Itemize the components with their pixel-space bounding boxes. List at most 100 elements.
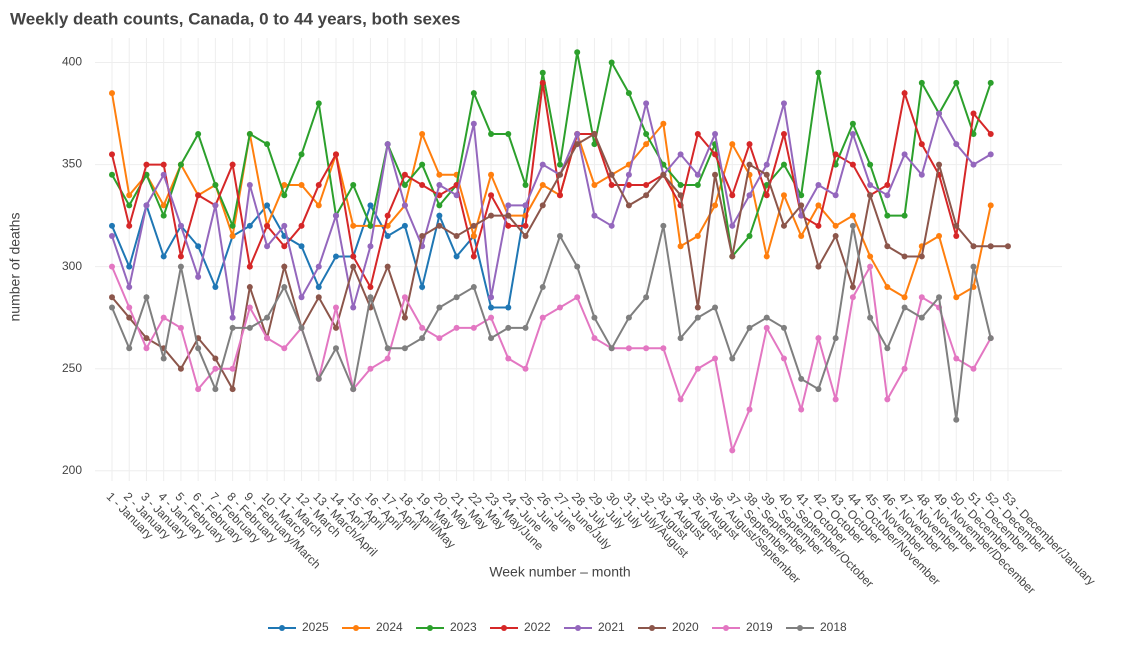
point (488, 294, 495, 301)
point (660, 171, 667, 178)
point (246, 222, 253, 229)
point (987, 202, 994, 209)
point (470, 324, 477, 331)
point (453, 253, 460, 260)
legend-label: 2019 (746, 620, 773, 634)
point (470, 253, 477, 260)
legend-swatch-dot (649, 625, 655, 631)
point (264, 335, 271, 342)
point (453, 192, 460, 199)
point (556, 233, 563, 240)
point (522, 181, 529, 188)
point (401, 345, 408, 352)
point (419, 161, 426, 168)
point (625, 345, 632, 352)
point (556, 192, 563, 199)
point (505, 222, 512, 229)
point (367, 365, 374, 372)
legend-label: 2018 (820, 620, 847, 634)
point (694, 181, 701, 188)
point (660, 222, 667, 229)
point (729, 141, 736, 148)
point (246, 181, 253, 188)
point (832, 222, 839, 229)
legend: 2025 2024 2023 2022 2021 2020 2019 2018 (268, 620, 847, 634)
point (160, 171, 167, 178)
point (712, 130, 719, 137)
point (298, 294, 305, 301)
point (574, 294, 581, 301)
point (884, 396, 891, 403)
point (264, 141, 271, 148)
point (970, 263, 977, 270)
point (436, 212, 443, 219)
point (798, 233, 805, 240)
point (522, 202, 529, 209)
point (832, 192, 839, 199)
point (109, 151, 115, 158)
line (111, 103, 992, 318)
point (574, 130, 581, 137)
point (677, 192, 684, 199)
point (332, 253, 339, 260)
line (111, 225, 992, 420)
point (505, 212, 512, 219)
point (591, 314, 598, 321)
point (143, 294, 150, 301)
point (625, 181, 632, 188)
point (315, 202, 322, 209)
point (763, 314, 770, 321)
point (264, 314, 271, 321)
point (401, 222, 408, 229)
point (315, 284, 322, 291)
point (384, 212, 391, 219)
point (1004, 243, 1011, 250)
point (574, 141, 581, 148)
point (281, 284, 288, 291)
point (126, 202, 133, 209)
point (574, 49, 581, 56)
point (126, 314, 133, 321)
point (195, 130, 202, 137)
point (849, 130, 856, 137)
point (522, 365, 529, 372)
point (884, 212, 891, 219)
point (918, 314, 925, 321)
legend-swatch-dot (501, 625, 507, 631)
point (505, 304, 512, 311)
point (315, 375, 322, 382)
point (625, 171, 632, 178)
legend-swatch-dot (279, 625, 285, 631)
point (884, 181, 891, 188)
point (746, 141, 753, 148)
point (884, 284, 891, 291)
point (953, 355, 960, 362)
point (436, 222, 443, 229)
point (556, 304, 563, 311)
point (729, 355, 736, 362)
point (625, 202, 632, 209)
point (315, 181, 322, 188)
point (298, 181, 305, 188)
point (195, 243, 202, 250)
point (936, 294, 943, 301)
point (177, 253, 184, 260)
point (539, 314, 546, 321)
point (970, 110, 977, 117)
point (608, 59, 615, 66)
point (419, 181, 426, 188)
point (419, 324, 426, 331)
legend-label: 2020 (672, 620, 699, 634)
point (350, 181, 357, 188)
line (111, 52, 992, 259)
point (798, 202, 805, 209)
point (401, 294, 408, 301)
point (350, 304, 357, 311)
point (126, 345, 133, 352)
point (401, 171, 408, 178)
point (763, 192, 770, 199)
line (111, 82, 992, 290)
point (126, 263, 133, 270)
point (298, 324, 305, 331)
point (729, 447, 736, 454)
